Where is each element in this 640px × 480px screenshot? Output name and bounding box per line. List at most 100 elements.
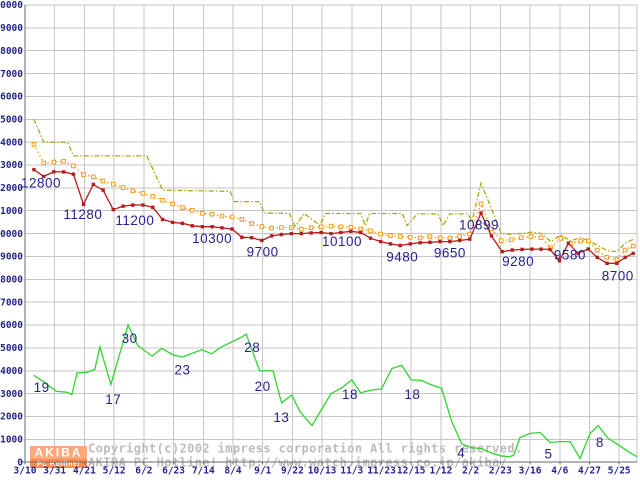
data-label: 13 xyxy=(273,410,289,425)
lowest-price-marker xyxy=(615,261,619,266)
x-tick-label: 3/10 xyxy=(14,466,37,477)
data-label: 17 xyxy=(105,392,121,407)
average-price-marker xyxy=(318,224,324,230)
lowest-price-marker xyxy=(170,220,175,225)
lowest-price-marker xyxy=(180,221,185,226)
highest-price-line xyxy=(33,119,634,253)
average-price-marker xyxy=(299,226,304,232)
y-tick-label: 12000 xyxy=(0,183,23,194)
average-price-marker xyxy=(578,238,583,244)
lowest-price-marker xyxy=(349,229,353,234)
average-price-marker xyxy=(100,178,106,184)
average-price-marker xyxy=(51,159,57,165)
data-label: 9650 xyxy=(434,245,466,260)
data-label: 9480 xyxy=(386,249,418,264)
lowest-price-marker xyxy=(260,238,264,243)
average-price-marker xyxy=(630,243,636,249)
lowest-price-marker xyxy=(500,249,504,254)
average-price-marker xyxy=(408,234,413,240)
lowest-price-marker xyxy=(489,234,494,238)
watermark: AKIBA PC Hotline! Copyright(c)2002 impre… xyxy=(30,442,522,470)
lowest-price-marker xyxy=(539,247,543,251)
average-price-marker xyxy=(81,172,86,177)
lowest-price-marker xyxy=(623,255,627,260)
average-price-marker xyxy=(604,255,610,260)
average-price-marker xyxy=(528,234,534,239)
lowest-price-marker xyxy=(81,202,86,207)
average-price-marker xyxy=(279,225,284,230)
data-label: 5 xyxy=(544,446,552,461)
lowest-price-marker xyxy=(160,217,165,222)
x-tick-label: 8/4 xyxy=(224,466,241,477)
lowest-price-marker xyxy=(319,230,323,235)
x-tick-label: 11/3 xyxy=(340,466,363,477)
data-label: 11280 xyxy=(63,207,102,222)
x-tick-label: 3/31 xyxy=(43,466,66,477)
x-tick-label: 5/25 xyxy=(608,466,631,477)
average-price-marker xyxy=(427,234,433,239)
lowest-price-marker xyxy=(61,170,66,174)
akiba-logo-bottom-text: PC Hotline! xyxy=(37,461,80,468)
y-tick-label: 18000 xyxy=(0,46,23,57)
lowest-price-marker xyxy=(408,242,413,246)
data-label: 9700 xyxy=(247,244,279,259)
average-price-marker xyxy=(348,224,354,230)
y-tick-label: 14000 xyxy=(0,137,23,148)
series-shop-count xyxy=(33,323,638,460)
average-price-marker xyxy=(437,235,443,241)
average-price-marker xyxy=(498,238,504,243)
lowest-price-marker xyxy=(141,203,145,207)
lowest-price-marker xyxy=(299,231,304,236)
average-price-marker xyxy=(338,224,344,230)
average-price-marker xyxy=(558,236,563,241)
y-tick-label: 11000 xyxy=(0,206,23,217)
lowest-price-marker xyxy=(448,239,452,244)
average-price-marker xyxy=(614,257,620,262)
x-tick-label: 1/12 xyxy=(429,466,452,477)
lowest-price-marker xyxy=(595,255,599,260)
y-tick-label: 5000 xyxy=(0,343,23,354)
average-price-marker xyxy=(110,181,116,187)
average-price-marker xyxy=(170,201,175,207)
lowest-price-marker xyxy=(200,225,205,229)
lowest-price-marker xyxy=(428,240,432,244)
axes xyxy=(21,5,637,465)
average-price-marker xyxy=(140,191,146,196)
lowest-price-marker xyxy=(111,207,115,212)
x-tick-label: 5/12 xyxy=(103,466,126,477)
lowest-price-marker xyxy=(52,170,56,174)
average-price-marker xyxy=(509,237,514,243)
average-price-marker xyxy=(417,235,423,241)
data-label: 18 xyxy=(342,387,358,402)
data-label: 23 xyxy=(174,362,190,377)
average-price-marker xyxy=(378,231,383,237)
lowest-price-marker xyxy=(631,251,635,256)
average-price-marker xyxy=(229,214,235,220)
y-tick-label: 19000 xyxy=(0,23,23,34)
x-tick-label: 2/23 xyxy=(489,466,512,477)
x-tick-label: 4/21 xyxy=(73,466,96,477)
lowest-price-marker xyxy=(605,261,609,266)
akiba-logo-top-bg xyxy=(30,446,87,459)
x-tick-label: 6/23 xyxy=(162,466,185,477)
average-price-marker xyxy=(447,235,453,241)
lowest-price-marker xyxy=(520,247,524,252)
average-price-marker xyxy=(397,234,403,239)
y-tick-label: 17000 xyxy=(0,69,23,80)
series-highest-price xyxy=(33,119,634,253)
data-label: 11200 xyxy=(115,213,154,228)
y-tick-label: 16000 xyxy=(0,92,23,103)
average-price-marker xyxy=(31,142,37,147)
gridlines xyxy=(24,4,638,463)
data-label: 10899 xyxy=(459,217,499,232)
data-label: 4 xyxy=(457,446,465,461)
average-price-marker xyxy=(368,228,373,234)
lowest-price-marker xyxy=(457,238,462,243)
x-tick-label: 3/16 xyxy=(519,466,542,477)
data-label: 10300 xyxy=(192,231,232,246)
average-price-marker xyxy=(249,221,254,226)
average-price-marker xyxy=(489,226,494,232)
x-tick-label: 9/22 xyxy=(281,466,304,477)
